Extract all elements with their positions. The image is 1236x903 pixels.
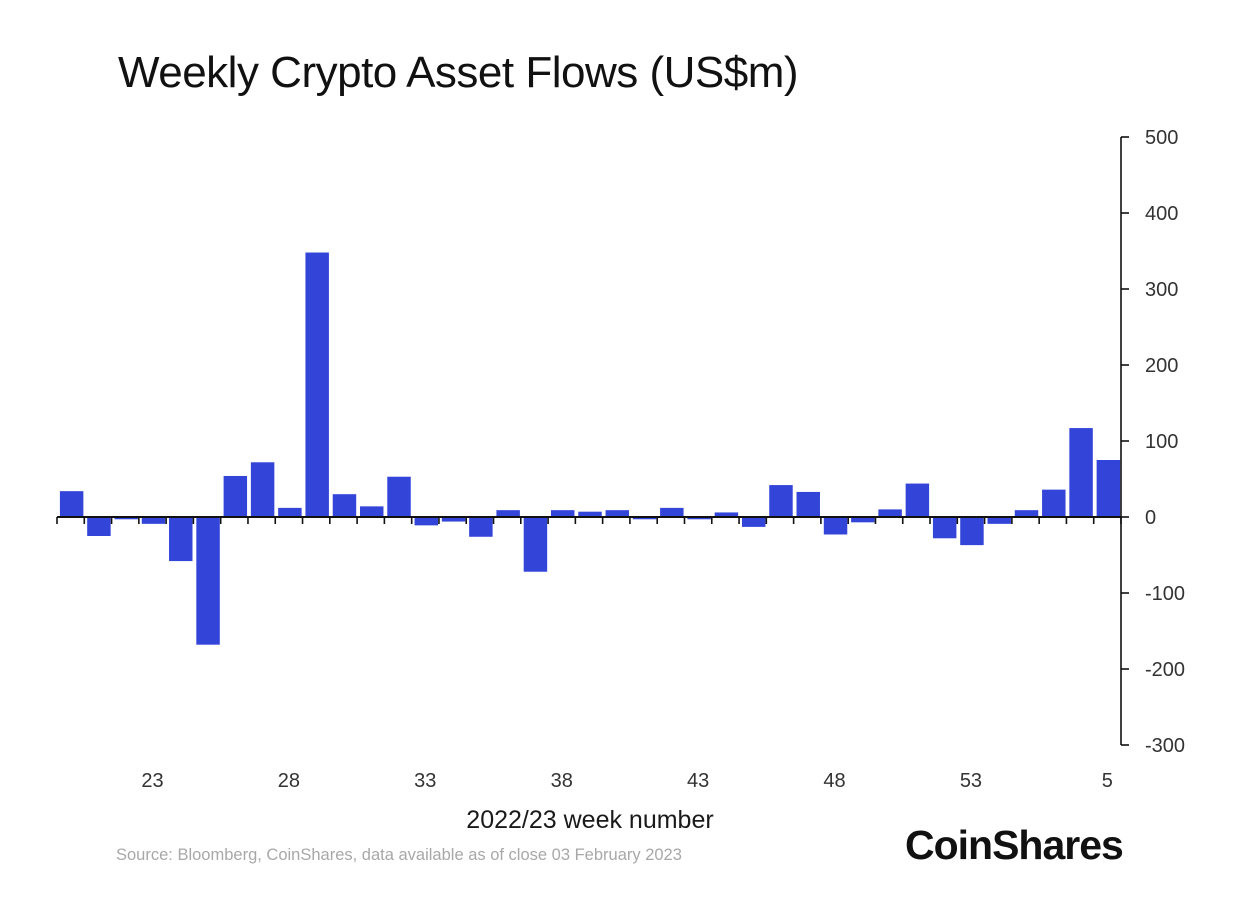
y-tick-label: 500 xyxy=(1145,127,1178,149)
bar-week-34 xyxy=(441,517,466,522)
chart-title: Weekly Crypto Asset Flows (US$m) xyxy=(118,48,799,97)
bar-week-39 xyxy=(578,511,602,517)
bar-week-28 xyxy=(278,507,302,517)
bar-week-23 xyxy=(141,517,166,524)
bar-week-43 xyxy=(687,517,711,520)
bar-week-25 xyxy=(196,517,220,645)
x-tick-label: 53 xyxy=(960,770,982,792)
bars-group xyxy=(59,252,1121,645)
y-tick-label: 200 xyxy=(1145,355,1178,377)
y-tick-label: -100 xyxy=(1145,583,1185,605)
bar-week-22 xyxy=(114,517,138,520)
bar-week-1 xyxy=(987,517,1011,524)
bar-week-31 xyxy=(360,506,384,517)
x-tick-label: 33 xyxy=(414,770,436,792)
bar-week-4 xyxy=(1069,428,1093,517)
bar-week-20 xyxy=(59,491,84,517)
bar-week-5 xyxy=(1096,460,1121,517)
bar-week-44 xyxy=(714,512,739,517)
bar-week-45 xyxy=(741,517,766,527)
source-note: Source: Bloomberg, CoinShares, data avai… xyxy=(116,846,682,864)
bar-week-41 xyxy=(632,517,657,520)
x-tick-labels: 23 28 33 38 43 48 53 5 xyxy=(141,770,1113,792)
y-axis: 500 400 300 200 100 0 -100 -200 -300 xyxy=(1120,127,1185,757)
bar-week-53 xyxy=(960,517,984,546)
x-axis-label: 2022/23 week number xyxy=(466,806,714,834)
x-tick-label: 48 xyxy=(823,770,845,792)
bar-week-48 xyxy=(823,517,848,535)
bar-week-30 xyxy=(332,494,357,517)
y-tick-label: 400 xyxy=(1145,203,1178,225)
x-tick-label: 28 xyxy=(278,770,300,792)
bar-week-3 xyxy=(1042,489,1066,517)
bar-week-42 xyxy=(660,507,684,517)
x-tick-label: 5 xyxy=(1102,770,1113,792)
bar-week-51 xyxy=(905,483,930,517)
bar-week-46 xyxy=(769,485,793,517)
coinshares-logo: CoinShares xyxy=(905,822,1124,868)
bar-week-27 xyxy=(250,462,275,517)
bar-week-24 xyxy=(169,517,193,562)
bar-week-47 xyxy=(796,491,820,517)
bar-week-21 xyxy=(87,517,111,536)
bar-week-29 xyxy=(305,252,329,517)
bar-week-36 xyxy=(496,510,520,517)
x-tick-label: 38 xyxy=(551,770,573,792)
bar-week-33 xyxy=(414,517,439,526)
bar-week-2 xyxy=(1014,510,1039,517)
bar-week-35 xyxy=(469,517,493,537)
y-tick-label: -200 xyxy=(1145,659,1185,681)
y-tick-label: 0 xyxy=(1145,507,1156,529)
y-tick-label: -300 xyxy=(1145,735,1185,757)
bar-week-50 xyxy=(878,509,902,517)
bar-week-40 xyxy=(605,510,630,517)
bar-week-38 xyxy=(550,510,575,517)
zero-baseline xyxy=(56,516,1122,524)
bar-week-49 xyxy=(851,517,875,523)
x-tick-label: 23 xyxy=(141,770,163,792)
bar-week-32 xyxy=(387,476,411,517)
x-tick-label: 43 xyxy=(687,770,709,792)
bar-week-52 xyxy=(932,517,957,539)
y-tick-label: 300 xyxy=(1145,279,1178,301)
bar-week-37 xyxy=(523,517,548,572)
y-tick-label: 100 xyxy=(1145,431,1178,453)
bar-week-26 xyxy=(223,475,248,517)
